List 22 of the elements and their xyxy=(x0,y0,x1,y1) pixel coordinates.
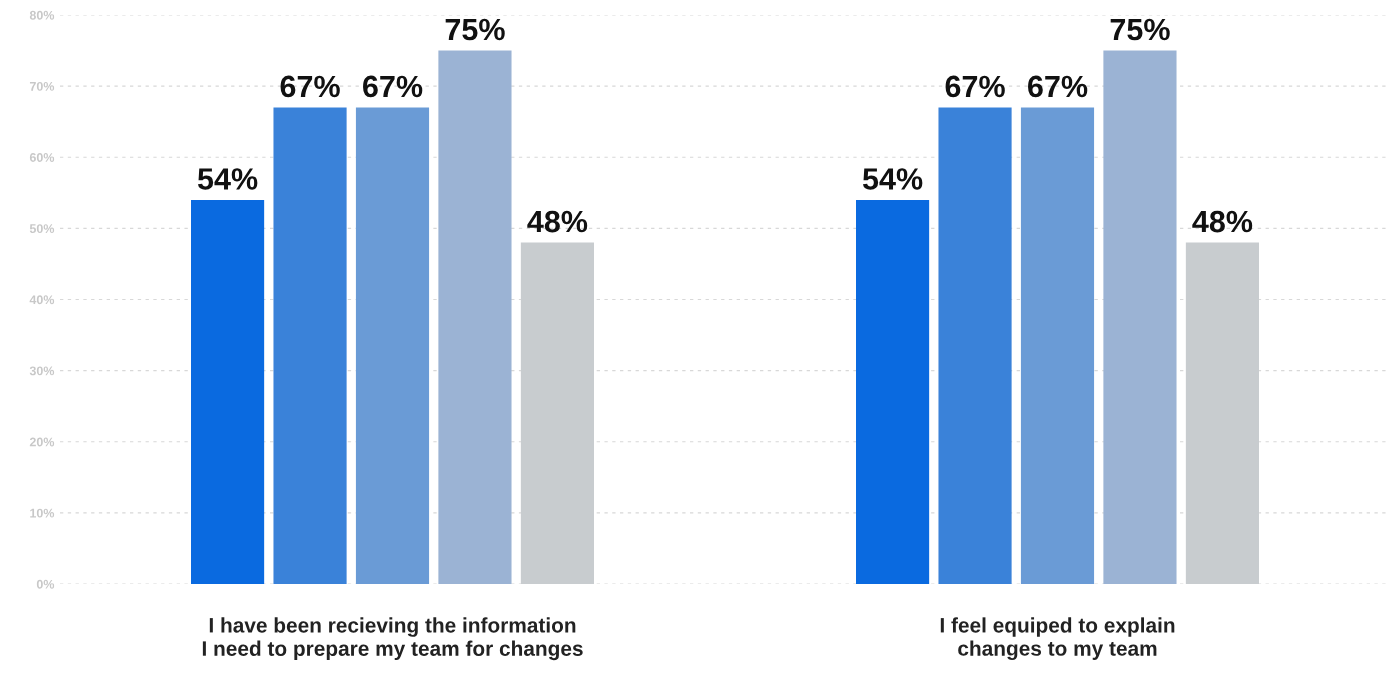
bar xyxy=(1185,242,1259,584)
text: 48% xyxy=(1192,210,1253,233)
bar xyxy=(938,107,1012,584)
x-tick-label: I feel equiped to explain changes to my team xyxy=(940,617,1175,661)
bar xyxy=(520,242,594,584)
text: 54% xyxy=(197,168,258,190)
text: 67% xyxy=(363,75,423,98)
x-tick-label: I have been recieving the information I need to prepare my team for changes xyxy=(202,617,583,661)
text: 75% xyxy=(1110,18,1170,41)
bar xyxy=(1103,50,1177,584)
text: 67% xyxy=(280,75,340,98)
bar xyxy=(273,107,347,584)
text: 75% xyxy=(445,18,505,41)
text: 48% xyxy=(527,210,588,233)
text: 67% xyxy=(1028,75,1088,98)
bar xyxy=(1020,107,1095,584)
text: 67% xyxy=(945,75,1005,98)
bar xyxy=(856,199,930,584)
bar xyxy=(191,199,265,584)
text: 54% xyxy=(862,168,923,190)
bar xyxy=(355,107,430,584)
bar xyxy=(438,50,512,584)
